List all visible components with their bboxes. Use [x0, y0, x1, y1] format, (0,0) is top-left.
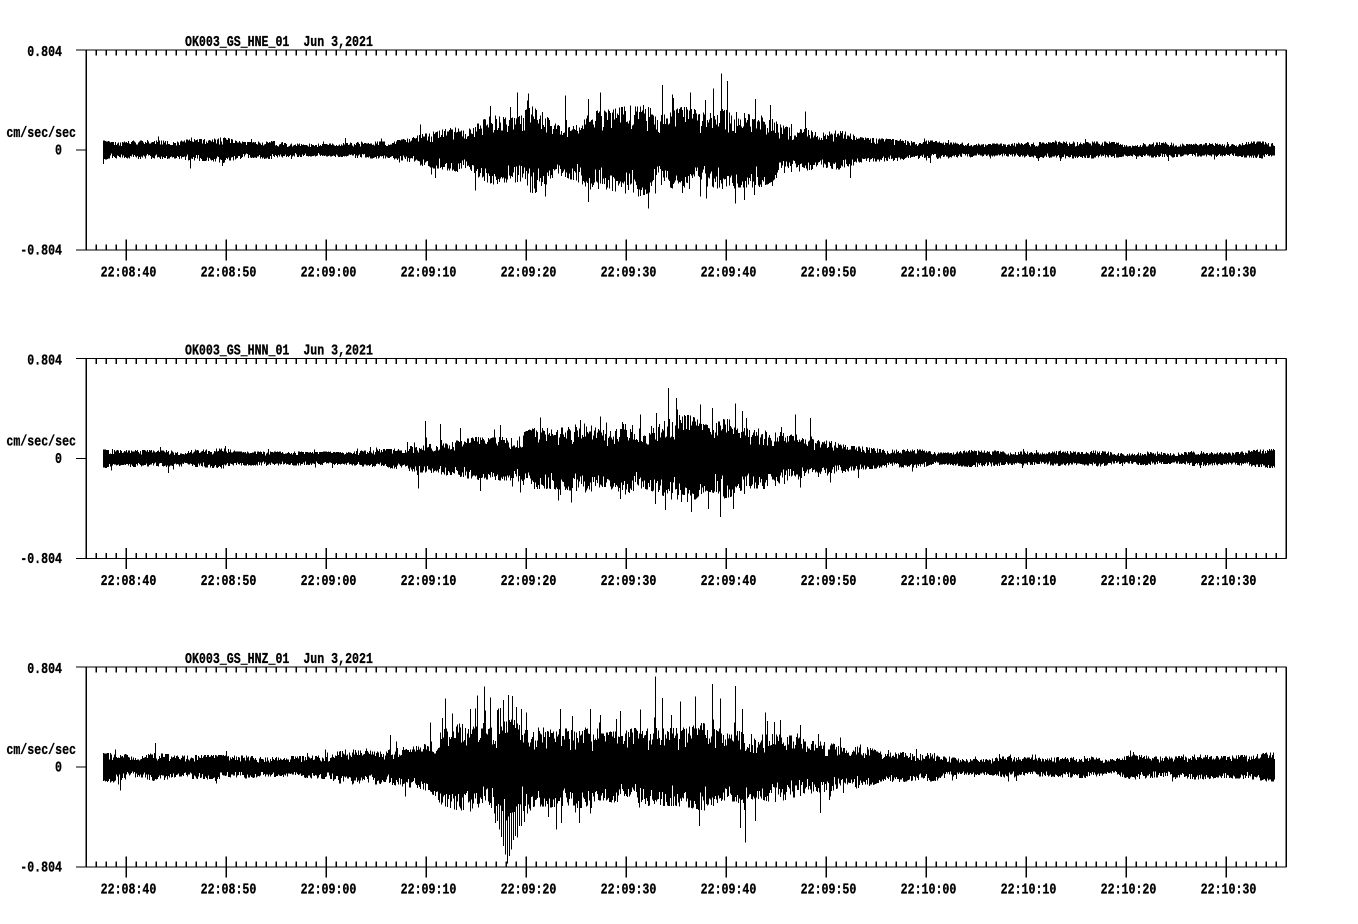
svg-text:22:10:00: 22:10:00 — [901, 882, 957, 898]
svg-text:22:08:50: 22:08:50 — [201, 574, 257, 590]
svg-text:22:08:40: 22:08:40 — [101, 882, 157, 898]
svg-text:22:09:00: 22:09:00 — [301, 574, 357, 590]
svg-text:22:09:40: 22:09:40 — [701, 265, 757, 281]
svg-text:22:09:00: 22:09:00 — [301, 882, 357, 898]
svg-text:0.804: 0.804 — [27, 354, 62, 370]
svg-text:22:09:40: 22:09:40 — [701, 882, 757, 898]
svg-text:22:09:30: 22:09:30 — [601, 265, 657, 281]
svg-text:22:10:10: 22:10:10 — [1001, 265, 1057, 281]
svg-text:-0.804: -0.804 — [20, 861, 62, 877]
svg-text:OK003_GS_HNZ_01 Jun 3,2021: OK003_GS_HNZ_01 Jun 3,2021 — [185, 652, 373, 668]
svg-text:22:10:20: 22:10:20 — [1101, 882, 1157, 898]
svg-text:22:09:50: 22:09:50 — [801, 265, 857, 281]
svg-text:22:10:20: 22:10:20 — [1101, 265, 1157, 281]
svg-text:22:09:10: 22:09:10 — [401, 265, 457, 281]
svg-text:-0.804: -0.804 — [20, 552, 62, 568]
svg-text:0: 0 — [55, 761, 62, 777]
svg-text:22:10:30: 22:10:30 — [1201, 265, 1257, 281]
svg-text:0.804: 0.804 — [27, 45, 62, 61]
svg-text:22:08:40: 22:08:40 — [101, 265, 157, 281]
svg-text:22:09:50: 22:09:50 — [801, 574, 857, 590]
svg-text:cm/sec/sec: cm/sec/sec — [6, 743, 76, 759]
svg-text:22:10:10: 22:10:10 — [1001, 574, 1057, 590]
svg-text:OK003_GS_HNE_01 Jun 3,2021: OK003_GS_HNE_01 Jun 3,2021 — [185, 35, 373, 51]
svg-text:22:10:00: 22:10:00 — [901, 265, 957, 281]
svg-text:-0.804: -0.804 — [20, 244, 62, 260]
svg-text:22:10:20: 22:10:20 — [1101, 574, 1157, 590]
svg-text:22:10:30: 22:10:30 — [1201, 882, 1257, 898]
svg-text:0: 0 — [55, 144, 62, 160]
svg-text:22:08:50: 22:08:50 — [201, 265, 257, 281]
svg-text:22:10:10: 22:10:10 — [1001, 882, 1057, 898]
svg-text:22:10:30: 22:10:30 — [1201, 574, 1257, 590]
svg-text:cm/sec/sec: cm/sec/sec — [6, 126, 76, 142]
svg-text:22:10:00: 22:10:00 — [901, 574, 957, 590]
svg-text:22:08:40: 22:08:40 — [101, 574, 157, 590]
svg-text:22:09:50: 22:09:50 — [801, 882, 857, 898]
svg-text:22:09:10: 22:09:10 — [401, 574, 457, 590]
svg-text:22:09:20: 22:09:20 — [501, 265, 557, 281]
svg-text:0: 0 — [55, 452, 62, 468]
svg-text:22:09:20: 22:09:20 — [501, 574, 557, 590]
svg-text:22:09:10: 22:09:10 — [401, 882, 457, 898]
svg-text:OK003_GS_HNN_01 Jun 3,2021: OK003_GS_HNN_01 Jun 3,2021 — [185, 344, 373, 360]
svg-text:22:09:00: 22:09:00 — [301, 265, 357, 281]
svg-text:22:09:30: 22:09:30 — [601, 882, 657, 898]
svg-text:0.804: 0.804 — [27, 662, 62, 678]
svg-text:22:08:50: 22:08:50 — [201, 882, 257, 898]
svg-text:22:09:30: 22:09:30 — [601, 574, 657, 590]
svg-text:22:09:20: 22:09:20 — [501, 882, 557, 898]
svg-text:cm/sec/sec: cm/sec/sec — [6, 435, 76, 451]
svg-text:22:09:40: 22:09:40 — [701, 574, 757, 590]
